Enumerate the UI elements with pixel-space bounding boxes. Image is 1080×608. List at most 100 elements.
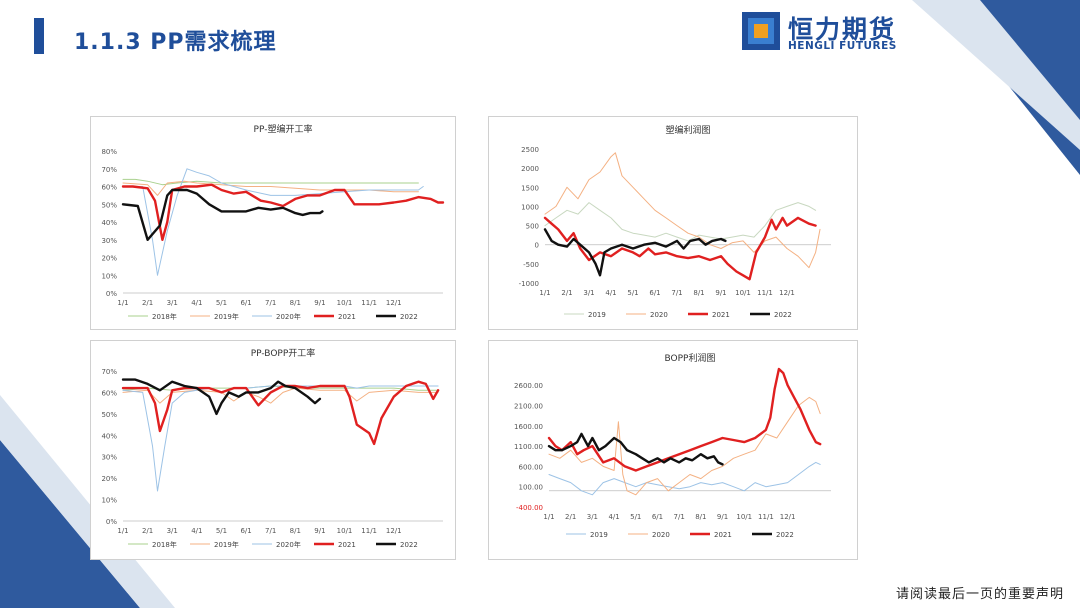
chart-title: PP-BOPP开工率 [251, 347, 316, 359]
x-tick-label: 2/1 [565, 513, 576, 521]
series-line-2018年 [122, 178, 419, 186]
series-line-2021 [121, 183, 445, 242]
y-tick-label: 10% [101, 272, 117, 280]
page-title: 1.1.3 PP需求梳理 [74, 30, 277, 55]
y-tick-label: 0% [106, 518, 117, 526]
logo-english-text: HENGLI FUTURES [788, 40, 897, 52]
x-tick-label: 2/1 [142, 527, 153, 535]
x-tick-label: 11/1 [758, 513, 774, 521]
x-tick-label: 10/1 [337, 299, 353, 307]
x-tick-label: 2/1 [142, 299, 153, 307]
x-tick-label: 9/1 [715, 289, 726, 297]
x-tick-label: 9/1 [314, 527, 325, 535]
y-tick-label: 2100.00 [514, 403, 543, 411]
x-tick-label: 11/1 [361, 299, 377, 307]
series-line-2021 [547, 367, 822, 472]
y-tick-label: 30% [101, 454, 117, 462]
y-tick-label: 1500 [521, 184, 539, 192]
chart-panel-woven-profit: 塑编利润图 -1000 -500 0 500 1000 1500 2000 2500 1/1 2/1… [488, 116, 858, 330]
x-tick-label: 6/1 [240, 527, 251, 535]
y-tick-label: 1100.00 [514, 443, 543, 451]
y-tick-label: 70% [101, 166, 117, 174]
y-tick-label: 600.00 [519, 463, 544, 471]
y-tick-label: 0% [106, 290, 117, 298]
chart-panel-pp-woven-operating-rate: PP-塑编开工率 0% 10% 20% 30% 40% 50% 60% 70% 80% 1/1 2/1… [90, 116, 456, 330]
y-tick-label: 2600.00 [514, 382, 543, 390]
y-tick-label: -400.00 [516, 504, 543, 512]
x-tick-label: 8/1 [290, 299, 301, 307]
y-tick-label: -1000 [519, 280, 539, 288]
y-tick-label: 60% [101, 184, 117, 192]
y-tick-label: 2000 [521, 165, 539, 173]
legend-label: 2020 [652, 531, 670, 539]
x-tick-label: 1/1 [539, 289, 550, 297]
x-tick-label: 4/1 [191, 527, 202, 535]
x-tick-label: 4/1 [191, 299, 202, 307]
x-tick-label: 10/1 [735, 289, 751, 297]
x-tick-label: 3/1 [587, 513, 598, 521]
x-tick-label: 11/1 [361, 527, 377, 535]
chart-panel-pp-bopp-operating-rate: PP-BOPP开工率 0% 10% 20% 30% 40% 50% 60% 70% 1/1 2/1 3… [90, 340, 456, 560]
x-tick-label: 4/1 [605, 289, 616, 297]
x-tick-label: 12/1 [386, 299, 402, 307]
y-tick-label: 70% [101, 368, 117, 376]
x-tick-label: 3/1 [583, 289, 594, 297]
series-line-2022 [543, 228, 727, 277]
title-accent-bar [34, 18, 44, 54]
x-tick-label: 2/1 [561, 289, 572, 297]
x-tick-label: 9/1 [314, 299, 325, 307]
legend-label: 2020年 [276, 312, 301, 321]
x-tick-label: 7/1 [265, 299, 276, 307]
x-tick-label: 5/1 [630, 513, 641, 521]
legend-label: 2022 [774, 311, 792, 319]
x-tick-label: 12/1 [780, 513, 796, 521]
series-line-2021 [543, 216, 817, 281]
y-tick-label: 20% [101, 475, 117, 483]
series-line-2019 [548, 461, 821, 496]
chart-title: PP-塑编开工率 [254, 123, 313, 135]
x-tick-label: 1/1 [117, 299, 128, 307]
x-tick-label: 12/1 [779, 289, 795, 297]
x-tick-label: 1/1 [117, 527, 128, 535]
chart-pp-bopp-operating-rate: PP-BOPP开工率 0% 10% 20% 30% 40% 50% 60% 70% 1/1 2/1 3… [101, 347, 443, 549]
x-tick-label: 10/1 [337, 527, 353, 535]
x-tick-label: 5/1 [627, 289, 638, 297]
legend-label: 2018年 [152, 312, 177, 321]
chart-bopp-profit: BOPP利润图 -400.00 100.00 600.00 1100.00 1600.00… [514, 352, 831, 539]
series-line-2020 [544, 152, 821, 269]
y-tick-label: 2500 [521, 146, 539, 154]
x-tick-label: 8/1 [290, 527, 301, 535]
y-tick-label: 60% [101, 389, 117, 397]
series-line-2022 [121, 188, 324, 242]
x-tick-label: 3/1 [167, 299, 178, 307]
x-tick-label: 5/1 [216, 527, 227, 535]
y-tick-label: 100.00 [519, 484, 544, 492]
logo-chinese-text: 恒力期货 [788, 15, 897, 44]
logo-mark-icon [742, 12, 780, 50]
legend-label: 2018年 [152, 540, 177, 549]
x-tick-label: 11/1 [757, 289, 773, 297]
chart-woven-profit: 塑编利润图 -1000 -500 0 500 1000 1500 2000 2500 1/1 2/1… [519, 124, 831, 319]
x-tick-label: 6/1 [649, 289, 660, 297]
y-tick-label: 10% [101, 497, 117, 505]
legend-label: 2020年 [276, 540, 301, 549]
legend-label: 2020 [650, 311, 668, 319]
series-line-2020 [548, 396, 821, 496]
legend-label: 2019 [590, 531, 608, 539]
legend-label: 2019 [588, 311, 606, 319]
y-tick-label: 0 [535, 242, 539, 250]
y-tick-label: 500 [526, 223, 539, 231]
x-tick-label: 9/1 [717, 513, 728, 521]
legend-label: 2021 [338, 313, 356, 321]
x-tick-label: 7/1 [265, 527, 276, 535]
y-tick-label: 50% [101, 201, 117, 209]
company-logo: 恒力期货 HENGLI FUTURES [742, 10, 912, 54]
chart-title: 塑编利润图 [665, 124, 710, 136]
y-tick-label: 50% [101, 411, 117, 419]
legend-label: 2022 [400, 313, 418, 321]
y-tick-label: -500 [523, 261, 539, 269]
legend-label: 2021 [714, 531, 732, 539]
legend-label: 2019年 [214, 540, 239, 549]
x-tick-label: 8/1 [695, 513, 706, 521]
legend-label: 2021 [712, 311, 730, 319]
